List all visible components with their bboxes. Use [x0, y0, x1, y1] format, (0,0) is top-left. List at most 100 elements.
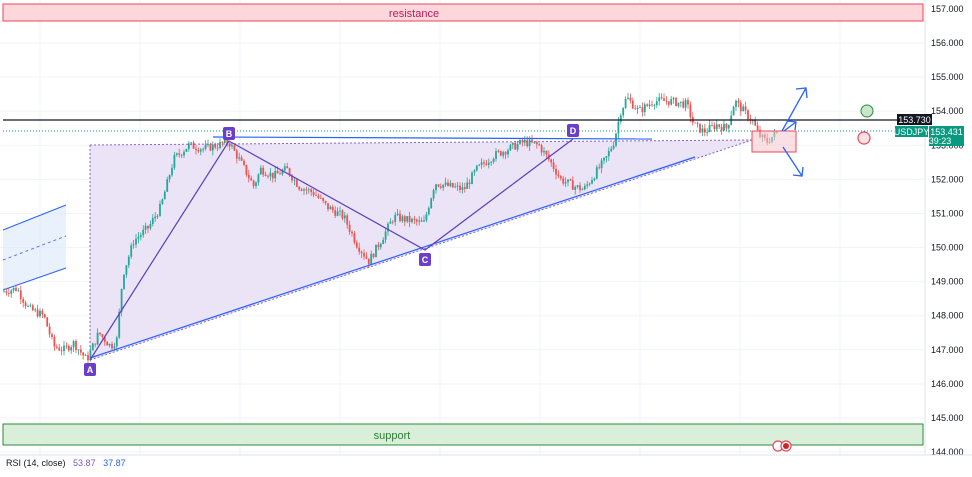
channel-lower-line[interactable] [2, 267, 67, 291]
candle-body [276, 171, 279, 174]
bd-resistance-line[interactable] [212, 136, 653, 140]
candle-body [591, 180, 593, 184]
candle-body [310, 189, 313, 193]
candle-body [118, 311, 121, 338]
candle-body [87, 355, 89, 361]
candle-body [139, 235, 142, 237]
point-a[interactable]: A [84, 363, 96, 376]
economic-event-icons[interactable] [772, 440, 792, 452]
candle-body [286, 166, 289, 169]
candle-body [699, 123, 701, 133]
candle-body [715, 124, 718, 130]
channel-upper-line[interactable] [2, 204, 67, 231]
candle-body [641, 107, 644, 113]
rising-trendline[interactable] [89, 156, 696, 359]
rsi-legend[interactable]: RSI (14, close) 53.87 37.87 [6, 458, 131, 468]
candle-body [713, 125, 716, 130]
candle-body [125, 265, 128, 275]
abcd-pattern-line[interactable] [89, 138, 574, 361]
candle-body [651, 104, 653, 106]
buy-signal-circle[interactable] [860, 104, 874, 118]
candle-body [250, 178, 253, 181]
candle-body [389, 221, 392, 224]
candle-body [271, 172, 274, 179]
sell-signal-circle[interactable] [857, 131, 871, 145]
candle-body [411, 218, 413, 223]
candle-body [459, 185, 461, 190]
candle-body [343, 215, 346, 219]
point-b[interactable]: B [223, 127, 235, 140]
candle-body [379, 243, 382, 248]
candle-body [149, 223, 152, 229]
candle-body [660, 97, 663, 99]
candle-body [665, 100, 668, 102]
support-zone[interactable] [2, 423, 924, 446]
candle-body [543, 150, 545, 153]
candle-body [708, 125, 711, 132]
candle-body [427, 208, 430, 215]
candle-body [442, 184, 445, 188]
svg-text:153.730: 153.730 [898, 115, 931, 125]
candle-body [216, 147, 219, 149]
point-d[interactable]: D [567, 124, 579, 137]
candle-body [744, 106, 747, 111]
candle-body [41, 310, 44, 315]
candle-body [24, 302, 27, 307]
candle-body [295, 179, 298, 187]
candle-body [226, 139, 229, 144]
candle-body [365, 256, 368, 259]
candle-body [418, 220, 421, 222]
candle-body [267, 175, 269, 177]
candle-body [228, 143, 231, 147]
bearish-arrow[interactable] [782, 146, 803, 177]
candle-body [204, 144, 207, 149]
consolidation-box[interactable] [751, 130, 797, 153]
candle-body [631, 100, 634, 109]
point-c[interactable]: C [419, 253, 431, 266]
candle-body [252, 180, 255, 187]
candle-body [391, 221, 394, 223]
svg-text:153.431: 153.431 [930, 127, 963, 137]
candle-body [15, 287, 17, 291]
candle-body [384, 231, 387, 240]
candle-body [550, 159, 553, 163]
candle-body [245, 164, 248, 175]
candle-body [293, 179, 296, 181]
candle-body [348, 224, 351, 232]
candle-body [598, 167, 601, 169]
candle-body [423, 220, 425, 222]
candle-body [60, 350, 63, 352]
candle-body [334, 210, 337, 216]
candle-body [288, 168, 291, 176]
y-tick-label: 145.000 [931, 413, 964, 423]
bullish-arrow[interactable] [781, 87, 807, 132]
candle-body [142, 229, 145, 236]
candle-body [408, 216, 411, 223]
candle-body [696, 122, 699, 124]
candle-body [473, 170, 476, 173]
candle-body [207, 143, 209, 145]
candle-body [567, 179, 569, 183]
price-axis[interactable]: 157.000156.000155.000154.000153.000152.0… [924, 0, 964, 457]
y-tick-label: 144.000 [931, 447, 964, 457]
candle-body [509, 144, 512, 151]
candle-body [48, 326, 51, 335]
candle-body [67, 345, 70, 351]
candle-body [648, 104, 651, 106]
candle-body [387, 223, 389, 232]
candle-body [175, 153, 178, 155]
candle-body [610, 148, 613, 152]
candle-body [235, 150, 238, 159]
candle-body [639, 107, 641, 108]
candle-body [178, 153, 181, 155]
candle-body [619, 115, 622, 122]
resistance-zone[interactable] [2, 3, 924, 22]
candle-body [581, 189, 584, 191]
candle-body [499, 151, 502, 156]
svg-text:39:23: 39:23 [929, 136, 952, 146]
candle-body [360, 251, 363, 254]
last-price-tag: 153.431 39:23 [929, 126, 964, 146]
candle-body [535, 142, 538, 145]
